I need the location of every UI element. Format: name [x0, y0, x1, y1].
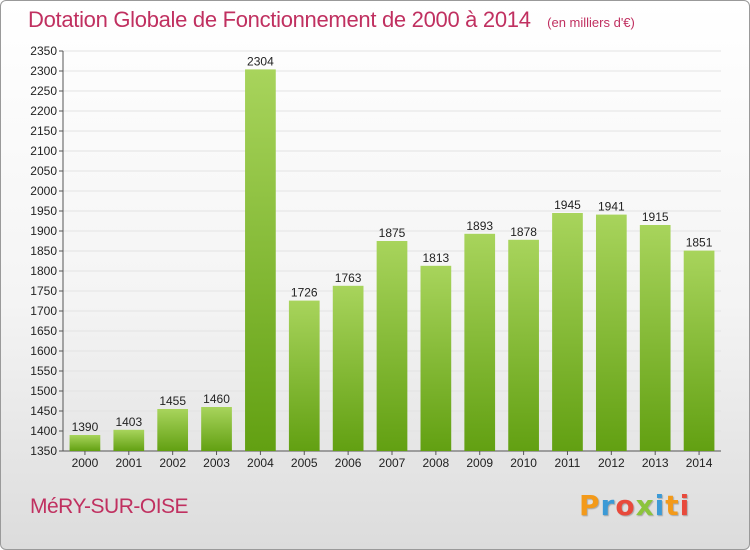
x-tick-label-2001: 2001: [115, 456, 142, 470]
bar-2008: [420, 265, 452, 451]
data-label-2011: 1945: [554, 198, 581, 212]
bar-2011: [552, 213, 583, 451]
y-tick-label: 2050: [30, 164, 57, 178]
x-tick-label-2006: 2006: [335, 456, 362, 470]
bar-2012: [595, 214, 627, 451]
y-tick-label: 1600: [30, 344, 57, 358]
data-label-2003: 1460: [203, 392, 230, 406]
y-tick-label: 1550: [30, 364, 57, 378]
bar-2006: [332, 285, 364, 451]
data-label-2012: 1941: [598, 200, 625, 214]
brand-letter: x: [635, 489, 655, 522]
bar-2004: [245, 69, 276, 452]
brand-letter: P: [579, 489, 601, 522]
data-label-2001: 1403: [115, 415, 142, 429]
x-tick-label-2009: 2009: [466, 456, 493, 470]
y-tick-label: 2300: [30, 64, 57, 78]
data-label-2007: 1875: [379, 226, 406, 240]
bar-2014: [683, 250, 715, 451]
bar-2013: [639, 225, 671, 451]
data-label-2010: 1878: [510, 225, 537, 239]
brand-logo: Proxiti: [579, 489, 690, 522]
bar-2007: [376, 241, 408, 451]
bar-2002: [157, 409, 189, 451]
y-tick-label: 1450: [30, 404, 57, 418]
data-label-2002: 1455: [159, 394, 186, 408]
y-tick-label: 2200: [30, 104, 57, 118]
y-tick-label: 2150: [30, 124, 57, 138]
x-tick-label-2007: 2007: [379, 456, 406, 470]
y-tick-label: 1850: [30, 244, 57, 258]
y-tick-label: 1400: [30, 424, 57, 438]
x-tick-label-2014: 2014: [686, 456, 713, 470]
y-tick-label: 1500: [30, 384, 57, 398]
brand-letter: r: [600, 489, 616, 522]
y-tick-label: 2100: [30, 144, 57, 158]
x-tick-label-2004: 2004: [247, 456, 274, 470]
bar-2000: [69, 435, 101, 451]
bar-2005: [288, 300, 320, 451]
data-label-2009: 1893: [466, 219, 493, 233]
brand-letter: i: [654, 489, 666, 522]
chart-title: Dotation Globale de Fonctionnement de 20…: [28, 7, 531, 32]
place-name: MéRY-SUR-OISE: [30, 495, 189, 518]
data-label-2005: 1726: [291, 286, 318, 300]
bar-2010: [508, 239, 539, 451]
y-tick-label: 2000: [30, 184, 57, 198]
y-tick-label: 2350: [30, 44, 57, 58]
y-tick-label: 1950: [30, 204, 57, 218]
y-tick-label: 1800: [30, 264, 57, 278]
x-tick-label-2011: 2011: [555, 456, 581, 470]
x-tick-label-2000: 2000: [72, 456, 99, 470]
bar-2003: [201, 407, 232, 451]
x-tick-label-2005: 2005: [291, 456, 318, 470]
bar-2009: [464, 233, 496, 451]
y-tick-label: 1350: [30, 444, 57, 458]
y-tick-label: 1700: [30, 304, 57, 318]
x-tick-label-2012: 2012: [598, 456, 625, 470]
brand-letter: o: [615, 489, 636, 522]
data-label-2006: 1763: [335, 271, 362, 285]
bar-2001: [113, 429, 145, 451]
data-label-2004: 2304: [247, 54, 274, 68]
y-tick-label: 1750: [30, 284, 57, 298]
title-row: Dotation Globale de Fonctionnement de 20…: [28, 7, 635, 33]
x-tick-label-2002: 2002: [159, 456, 186, 470]
y-tick-label: 1900: [30, 224, 57, 238]
chart-unit: (en milliers d'€): [547, 15, 635, 30]
data-label-2014: 1851: [686, 236, 713, 250]
x-tick-label-2010: 2010: [510, 456, 537, 470]
x-tick-label-2013: 2013: [642, 456, 669, 470]
y-tick-label: 1650: [30, 324, 57, 338]
brand-letter: t: [665, 489, 680, 522]
y-tick-label: 2250: [30, 84, 57, 98]
x-tick-label-2003: 2003: [203, 456, 230, 470]
x-tick-label-2008: 2008: [423, 456, 450, 470]
data-label-2000: 1390: [72, 420, 99, 434]
brand-letter: i: [679, 489, 691, 522]
data-label-2013: 1915: [642, 210, 669, 224]
data-label-2008: 1813: [423, 251, 450, 265]
